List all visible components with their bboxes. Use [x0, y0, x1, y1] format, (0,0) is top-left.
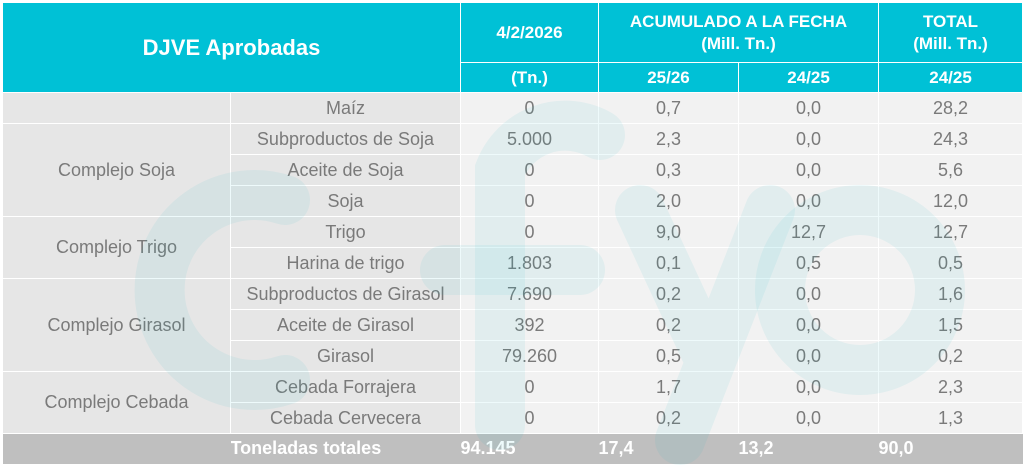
col-2425-header: 24/25 [737, 62, 880, 93]
acum-2526-cell: 2,0 [598, 185, 739, 217]
totals-2526: 17,4 [598, 433, 739, 464]
date-unit-header: (Tn.) [460, 62, 599, 93]
product-cell: Subproductos de Girasol [230, 278, 461, 310]
acum-2425-cell: 0,5 [737, 247, 880, 279]
tn-cell: 5.000 [460, 123, 599, 155]
total-2425-cell: 24,3 [878, 123, 1024, 155]
total-2425-cell: 12,0 [878, 185, 1024, 217]
group-label: Complejo Trigo [2, 216, 231, 279]
table-row: Soja 0 2,0 0,0 12,0 [3, 185, 1024, 217]
acum-2425-cell: 0,0 [737, 371, 880, 403]
acum-2526-cell: 1,7 [598, 371, 739, 403]
acum-2526-cell: 0,2 [598, 278, 739, 310]
tn-cell: 1.803 [460, 247, 599, 279]
acumulado-unit: (Mill. Tn.) [701, 33, 776, 53]
acum-2526-cell: 0,2 [598, 309, 739, 341]
acum-2425-cell: 0,0 [737, 154, 880, 186]
totals-tn: 94.145 [460, 433, 599, 464]
table-row: Aceite de Girasol 392 0,2 0,0 1,5 [3, 309, 1024, 341]
acum-2526-cell: 0,1 [598, 247, 739, 279]
totals-blank-cell [2, 433, 231, 464]
totals-total: 90,0 [878, 433, 1023, 464]
acum-2425-cell: 0,0 [737, 185, 880, 217]
tn-cell: 0 [460, 154, 599, 186]
total-unit: (Mill. Tn.) [913, 33, 988, 53]
total-2425-cell: 0,5 [878, 247, 1024, 279]
product-cell: Aceite de Girasol [230, 309, 461, 341]
acum-2425-cell: 0,0 [737, 92, 880, 124]
total-2425-cell: 5,6 [878, 154, 1024, 186]
group-label: Complejo Girasol [2, 278, 231, 372]
totals-row: Toneladas totales 94.145 17,4 13,2 90,0 [2, 433, 1023, 464]
table-row: Complejo Cebada Cebada Forrajera 0 1,7 0,0 2,… [2, 371, 1024, 434]
acumulado-title: ACUMULADO A LA FECHA [629, 11, 848, 31]
acum-2526-cell: 9,0 [598, 216, 739, 248]
total-2425-cell: 0,2 [878, 340, 1024, 372]
total-header: TOTAL (Mill. Tn.) [878, 2, 1024, 63]
product-cell: Aceite de Soja [230, 154, 461, 186]
acum-2526-cell: 0,2 [598, 402, 739, 434]
table-row: Cebada Cervecera 0 0,2 0,0 1,3 [3, 402, 1024, 434]
tn-cell: 7.690 [460, 278, 599, 310]
tn-cell: 0 [460, 371, 599, 403]
table-title: DJVE Aprobadas [2, 2, 461, 93]
tn-cell: 0 [460, 185, 599, 217]
product-cell: Girasol [230, 340, 461, 372]
totals-label: Toneladas totales [230, 433, 461, 464]
totals-2425: 13,2 [738, 433, 879, 464]
acum-2425-cell: 12,7 [737, 216, 880, 248]
acum-2425-cell: 0,0 [737, 123, 880, 155]
acum-2425-cell: 0,0 [737, 309, 880, 341]
product-cell: Maíz [230, 92, 461, 124]
tn-cell: 79.260 [460, 340, 599, 372]
tn-cell: 392 [460, 309, 599, 341]
table-row: Maíz 0 0,7 0,0 28,2 [2, 92, 1024, 124]
table-row: Complejo Soja Subproductos de Soja 5.000 2,… [2, 123, 1024, 217]
table-row: Aceite de Soja 0 0,3 0,0 5,6 [3, 154, 1024, 186]
acum-2425-cell: 0,0 [737, 340, 880, 372]
acum-2526-cell: 0,5 [598, 340, 739, 372]
table-row: Girasol 79.260 0,5 0,0 0,2 [3, 340, 1024, 372]
total-2425-cell: 2,3 [878, 371, 1024, 403]
total-2425-cell: 28,2 [878, 92, 1024, 124]
col-2526-header: 25/26 [598, 62, 739, 93]
product-cell: Subproductos de Soja [230, 123, 461, 155]
group-label: Complejo Cebada [2, 371, 231, 434]
total-2425-cell: 1,5 [878, 309, 1024, 341]
product-cell: Trigo [230, 216, 461, 248]
table-row: Complejo Trigo Trigo 0 9,0 12,7 12,7 [2, 216, 1024, 279]
acum-2526-cell: 2,3 [598, 123, 739, 155]
table-row: Complejo Girasol Subproductos de Girasol 7… [2, 278, 1024, 372]
col-total-2425-header: 24/25 [878, 62, 1024, 93]
product-cell: Soja [230, 185, 461, 217]
acum-2526-cell: 0,7 [598, 92, 739, 124]
total-2425-cell: 1,3 [878, 402, 1024, 434]
acum-2425-cell: 0,0 [737, 278, 880, 310]
tn-cell: 0 [460, 216, 599, 248]
tn-cell: 0 [460, 402, 599, 434]
product-cell: Harina de trigo [230, 247, 461, 279]
table-body: Maíz 0 0,7 0,0 28,2 Complejo Soja Subproductos… [2, 92, 1024, 434]
acumulado-header: ACUMULADO A LA FECHA (Mill. Tn.) [597, 2, 880, 63]
total-2425-cell: 12,7 [878, 216, 1024, 248]
total-2425-cell: 1,6 [878, 278, 1024, 310]
acum-2425-cell: 0,0 [737, 402, 880, 434]
product-cell: Cebada Forrajera [230, 371, 461, 403]
total-title: TOTAL [922, 11, 979, 31]
acum-2526-cell: 0,3 [598, 154, 739, 186]
tn-cell: 0 [460, 92, 599, 124]
product-cell: Cebada Cervecera [230, 402, 461, 434]
group-label [2, 92, 231, 124]
table-row: Harina de trigo 1.803 0,1 0,5 0,5 [3, 247, 1024, 279]
date-header: 4/2/2026 [460, 2, 599, 63]
group-label: Complejo Soja [2, 123, 231, 217]
